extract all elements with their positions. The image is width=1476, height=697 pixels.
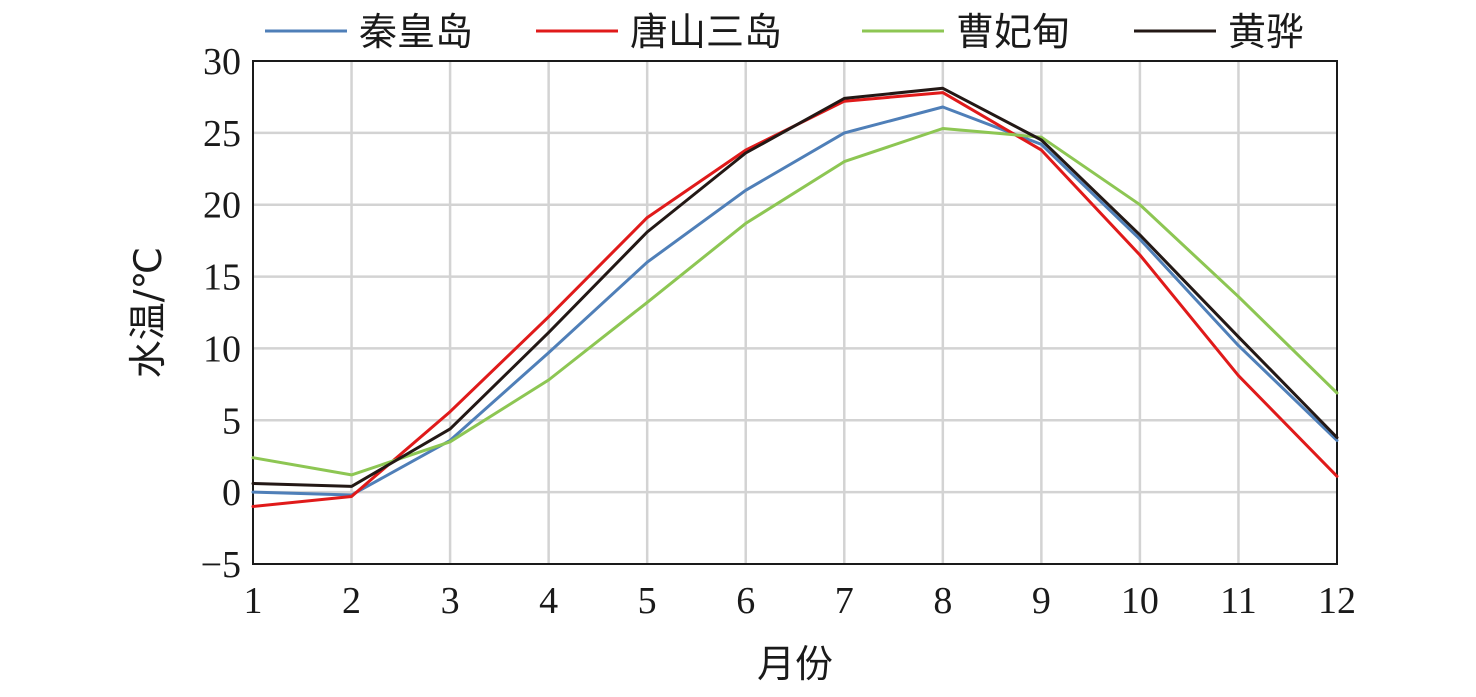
y-tick-label: 10	[203, 328, 241, 370]
series-line-唐山三岛	[251, 91, 1339, 508]
y-tick-label: 20	[203, 185, 241, 227]
x-tick-label: 10	[1121, 580, 1159, 622]
series-line-曹妃甸	[251, 127, 1339, 477]
y-axis-title: 水温/℃	[126, 247, 170, 378]
x-tick-label: 8	[933, 580, 952, 622]
x-tick-label: 9	[1032, 580, 1051, 622]
x-tick-label: 2	[342, 580, 361, 622]
y-tick-label: 0	[222, 472, 241, 514]
legend-label: 曹妃甸	[956, 10, 1070, 54]
y-tick-label: −5	[201, 544, 241, 586]
legend: 秦皇岛 唐山三岛 曹妃甸 黄骅	[265, 10, 1304, 54]
x-tick-label: 1	[244, 580, 263, 622]
grid	[253, 61, 1337, 564]
legend-label: 黄骅	[1228, 10, 1304, 54]
series-line-黄骅	[251, 86, 1339, 488]
y-tick-label: 15	[203, 257, 241, 299]
y-axis-ticks: −5 0 5 10 15 20 25 30	[201, 41, 241, 586]
x-tick-label: 12	[1318, 580, 1356, 622]
y-tick-label: 5	[222, 400, 241, 442]
x-tick-label: 7	[835, 580, 854, 622]
x-tick-label: 5	[638, 580, 657, 622]
x-axis-ticks: 1 2 3 4 5 6 7 8 9 10 11 12	[244, 580, 1357, 622]
plot-area	[252, 60, 1338, 565]
y-tick-label: 30	[203, 41, 241, 83]
legend-label: 唐山三岛	[630, 10, 782, 54]
series-lines	[251, 86, 1339, 508]
x-tick-label: 6	[736, 580, 755, 622]
y-tick-label: 25	[203, 113, 241, 155]
x-tick-label: 3	[441, 580, 460, 622]
x-axis-title: 月份	[757, 642, 833, 686]
legend-label: 秦皇岛	[359, 10, 473, 54]
x-tick-label: 4	[539, 580, 558, 622]
x-tick-label: 11	[1220, 580, 1257, 622]
series-line-秦皇岛	[251, 105, 1339, 497]
